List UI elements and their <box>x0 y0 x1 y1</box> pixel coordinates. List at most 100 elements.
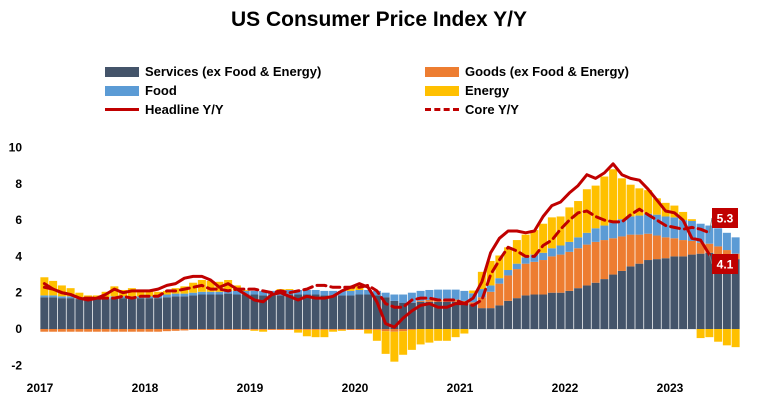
bar-goods <box>687 240 696 255</box>
bar-services <box>101 299 110 329</box>
bar-food <box>215 291 224 295</box>
bar-goods <box>57 329 66 332</box>
bar-food <box>364 289 373 295</box>
bar-goods <box>171 329 180 331</box>
callout-leader-core <box>708 217 713 233</box>
bar-energy <box>714 329 723 342</box>
bar-goods <box>521 263 530 296</box>
bar-food <box>390 294 399 301</box>
x-tick-label: 2018 <box>132 381 159 395</box>
bar-food <box>302 289 311 295</box>
bar-services <box>416 301 425 329</box>
legend-swatch-core <box>425 108 459 111</box>
bar-energy <box>364 329 373 334</box>
bar-services <box>346 295 355 329</box>
bar-food <box>556 245 565 255</box>
bar-food <box>530 254 539 262</box>
bar-services <box>556 292 565 329</box>
bar-goods <box>582 244 591 286</box>
bar-energy <box>504 247 513 271</box>
bar-services <box>600 279 609 329</box>
bar-energy <box>687 219 696 222</box>
bar-energy <box>224 279 233 291</box>
bar-goods <box>49 329 58 332</box>
bar-services <box>451 301 460 329</box>
bar-food <box>731 237 740 254</box>
bar-goods <box>84 329 93 332</box>
bar-energy <box>565 207 574 242</box>
bar-food <box>119 296 128 299</box>
bar-services <box>670 256 679 329</box>
bar-services <box>180 296 189 329</box>
legend: Services (ex Food & Energy) Goods (ex Fo… <box>0 60 758 120</box>
bar-goods <box>469 302 478 305</box>
legend-swatch-energy <box>425 85 459 96</box>
y-tick-label: 4 <box>15 249 22 263</box>
x-tick-label: 2022 <box>552 381 579 395</box>
bar-food <box>180 293 189 297</box>
bar-energy <box>154 291 163 296</box>
bar-food <box>679 220 688 241</box>
bar-energy <box>372 329 381 341</box>
bar-services <box>329 295 338 329</box>
bar-energy <box>311 329 320 338</box>
bar-energy <box>626 184 635 217</box>
bar-food <box>320 290 329 296</box>
bar-goods <box>416 300 425 302</box>
bar-services <box>302 294 311 329</box>
bar-services <box>722 256 731 329</box>
bar-services <box>407 302 416 329</box>
bar-energy <box>512 240 521 264</box>
callout-label-headline: 4.1 <box>717 258 734 272</box>
bar-services <box>171 296 180 329</box>
bar-services <box>232 294 241 329</box>
bar-services <box>477 308 486 329</box>
bar-energy <box>416 329 425 345</box>
bar-food <box>565 241 574 252</box>
bar-goods <box>477 297 486 309</box>
y-tick-label: 2 <box>15 286 22 300</box>
bar-goods <box>346 329 355 330</box>
bar-services <box>399 302 408 329</box>
bar-food <box>635 215 644 235</box>
bar-goods <box>224 329 233 330</box>
bar-food <box>442 289 451 300</box>
x-tick-label: 2017 <box>27 381 54 395</box>
bar-goods <box>547 256 556 293</box>
bar-goods <box>617 236 626 271</box>
bar-goods <box>189 329 198 330</box>
bar-services <box>311 294 320 329</box>
bar-food <box>329 290 338 296</box>
bar-energy <box>57 285 66 297</box>
legend-swatch-goods <box>425 66 459 77</box>
bar-goods <box>267 329 276 330</box>
bar-services <box>381 297 390 329</box>
bar-services <box>49 297 58 329</box>
bar-food <box>477 289 486 298</box>
bar-goods <box>92 329 101 332</box>
bar-food <box>486 285 495 292</box>
bar-services <box>154 298 163 329</box>
legend-label-core: Core Y/Y <box>465 102 519 117</box>
bar-services <box>652 259 661 329</box>
bar-services <box>714 254 723 329</box>
bar-goods <box>399 329 408 332</box>
bar-services <box>250 294 259 329</box>
bar-services <box>539 294 548 329</box>
callout-box-headline <box>712 254 738 274</box>
bar-services <box>442 301 451 329</box>
bar-services <box>372 295 381 329</box>
bar-services <box>591 282 600 329</box>
bar-services <box>127 298 136 329</box>
bar-goods <box>644 233 653 261</box>
bar-energy <box>337 329 346 331</box>
bar-services <box>241 294 250 329</box>
bar-services <box>609 274 618 329</box>
callout-box-core <box>712 208 738 228</box>
bar-goods <box>530 261 539 295</box>
bar-food <box>547 248 556 257</box>
bar-food <box>696 223 705 243</box>
bar-goods <box>574 248 583 289</box>
bar-services <box>136 298 145 329</box>
bar-food <box>539 252 548 261</box>
